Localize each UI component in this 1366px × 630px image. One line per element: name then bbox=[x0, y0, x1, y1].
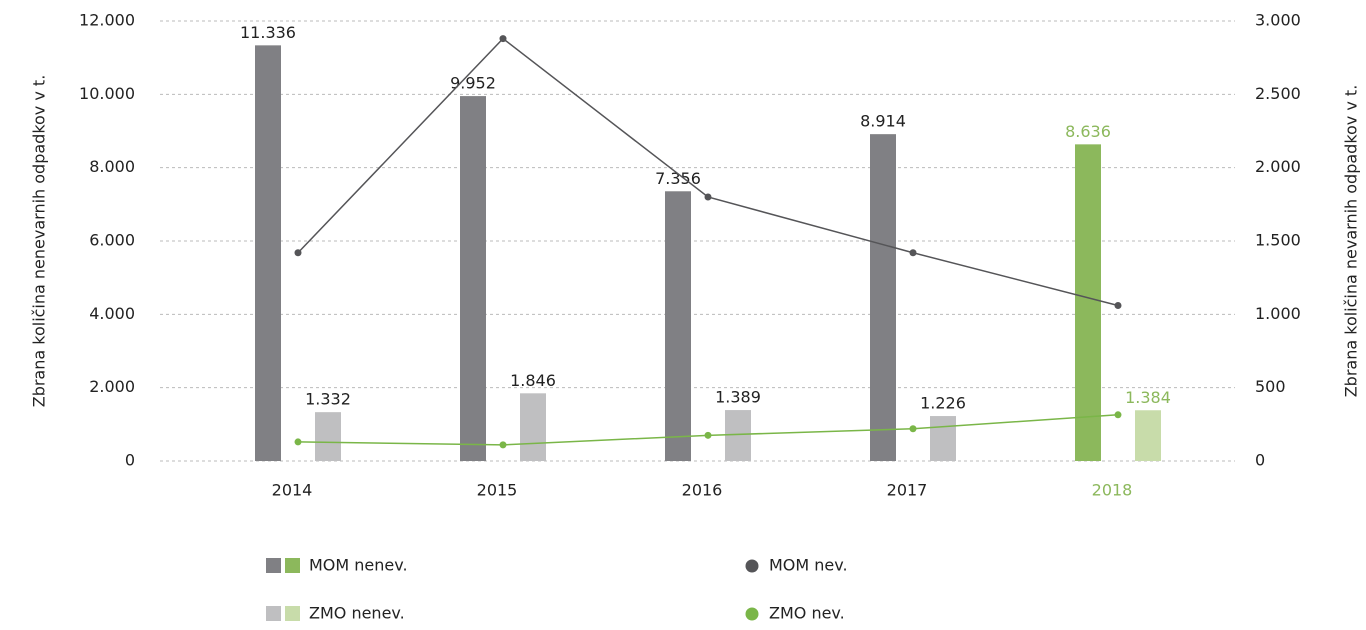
legend-swatch bbox=[745, 559, 759, 573]
y-axis-label: Zbrana količina nenevarnih odpadkov v t. bbox=[30, 75, 49, 408]
y-tick-label: 4.000 bbox=[89, 304, 135, 323]
y-tick-label: 2.000 bbox=[89, 377, 135, 396]
value-label: 8.914 bbox=[860, 112, 906, 131]
x-tick-label: 2018 bbox=[1092, 481, 1133, 500]
line-point bbox=[294, 438, 302, 446]
value-label: 1.389 bbox=[715, 388, 761, 407]
y2-tick-label: 1.000 bbox=[1255, 304, 1301, 323]
bar bbox=[930, 416, 956, 461]
line-point bbox=[704, 193, 712, 201]
legend-swatch bbox=[266, 606, 281, 621]
legend-swatch bbox=[745, 607, 759, 621]
y2-tick-label: 1.500 bbox=[1255, 231, 1301, 250]
y-tick-label: 12.000 bbox=[79, 11, 135, 30]
bar bbox=[520, 393, 546, 461]
value-label: 1.332 bbox=[305, 390, 351, 409]
y2-tick-label: 500 bbox=[1255, 377, 1286, 396]
bar bbox=[315, 412, 341, 461]
line-point bbox=[499, 35, 507, 43]
bar bbox=[870, 134, 896, 462]
legend-swatch bbox=[266, 558, 281, 573]
value-label: 8.636 bbox=[1065, 122, 1111, 141]
line-point bbox=[294, 249, 302, 257]
y2-tick-label: 2.000 bbox=[1255, 157, 1301, 176]
line-point bbox=[1114, 411, 1122, 419]
line-point bbox=[499, 441, 507, 449]
legend-label: MOM nev. bbox=[769, 556, 848, 575]
value-label: 7.356 bbox=[655, 169, 701, 188]
y2-tick-label: 0 bbox=[1255, 451, 1265, 470]
x-tick-label: 2016 bbox=[682, 481, 723, 500]
y2-tick-label: 2.500 bbox=[1255, 84, 1301, 103]
value-label: 1.846 bbox=[510, 371, 556, 390]
value-label: 1.226 bbox=[920, 394, 966, 413]
legend-swatch bbox=[285, 558, 300, 573]
y2-tick-label: 3.000 bbox=[1255, 11, 1301, 30]
x-tick-label: 2014 bbox=[272, 481, 313, 500]
value-label: 11.336 bbox=[240, 23, 296, 42]
legend-label: MOM nenev. bbox=[309, 556, 408, 575]
line bbox=[297, 414, 1119, 446]
legend-swatch bbox=[285, 606, 300, 621]
bar bbox=[725, 410, 751, 461]
line-point bbox=[909, 425, 917, 433]
x-tick-label: 2017 bbox=[887, 481, 928, 500]
line bbox=[297, 37, 1119, 307]
line-point bbox=[704, 431, 712, 439]
y-tick-label: 8.000 bbox=[89, 157, 135, 176]
y-tick-label: 6.000 bbox=[89, 231, 135, 250]
bar bbox=[1075, 144, 1101, 461]
y-tick-label: 0 bbox=[125, 451, 135, 470]
bar bbox=[1135, 410, 1161, 461]
y2-axis-label: Zbrana količina nevarnih odpadkov v t. bbox=[1342, 85, 1361, 398]
value-label: 1.384 bbox=[1125, 388, 1171, 407]
bar bbox=[665, 191, 691, 461]
legend-label: ZMO nev. bbox=[769, 604, 845, 623]
value-label: 9.952 bbox=[450, 74, 496, 93]
line-point bbox=[909, 249, 917, 257]
line-point bbox=[1114, 302, 1122, 310]
x-tick-label: 2015 bbox=[477, 481, 518, 500]
bar bbox=[255, 45, 281, 461]
y-tick-label: 10.000 bbox=[79, 84, 135, 103]
legend-label: ZMO nenev. bbox=[309, 604, 405, 623]
bar bbox=[460, 96, 486, 462]
